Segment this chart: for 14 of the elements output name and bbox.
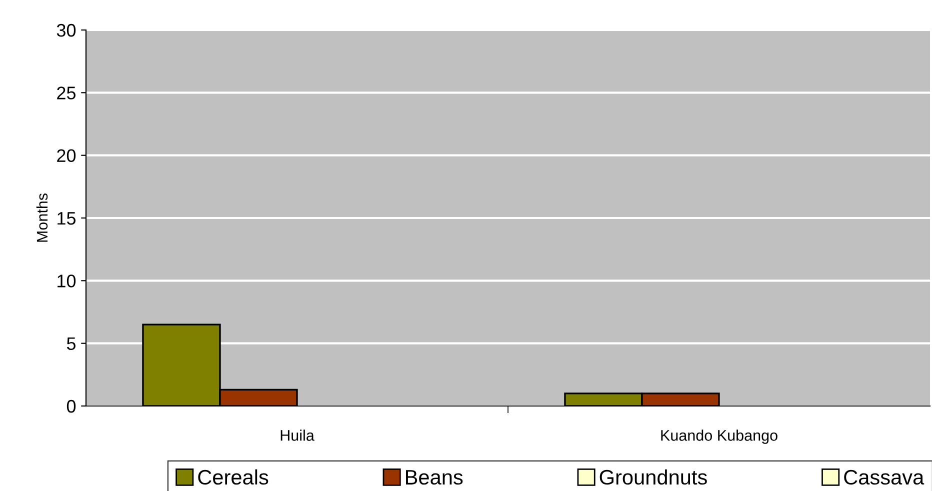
y-tick-label: 30 (56, 24, 76, 37)
y-tick-label: 15 (58, 212, 76, 225)
y-tick-label: 5 (66, 337, 76, 350)
legend-label: Groundnuts (600, 469, 707, 485)
x-tick-label: Huila (280, 430, 314, 441)
legend-label: Beans (406, 470, 463, 485)
y-tick-label: 20 (57, 149, 76, 162)
y-tick-label: 25 (57, 86, 76, 100)
legend-label: Cereals (198, 469, 268, 485)
legend-label: Cassava (844, 470, 924, 485)
y-tick-label: 0 (66, 400, 76, 413)
y-axis-title: Months (36, 194, 48, 242)
x-tick-label: Kuando Kubango (661, 430, 778, 444)
y-tick-label: 10 (58, 274, 76, 288)
